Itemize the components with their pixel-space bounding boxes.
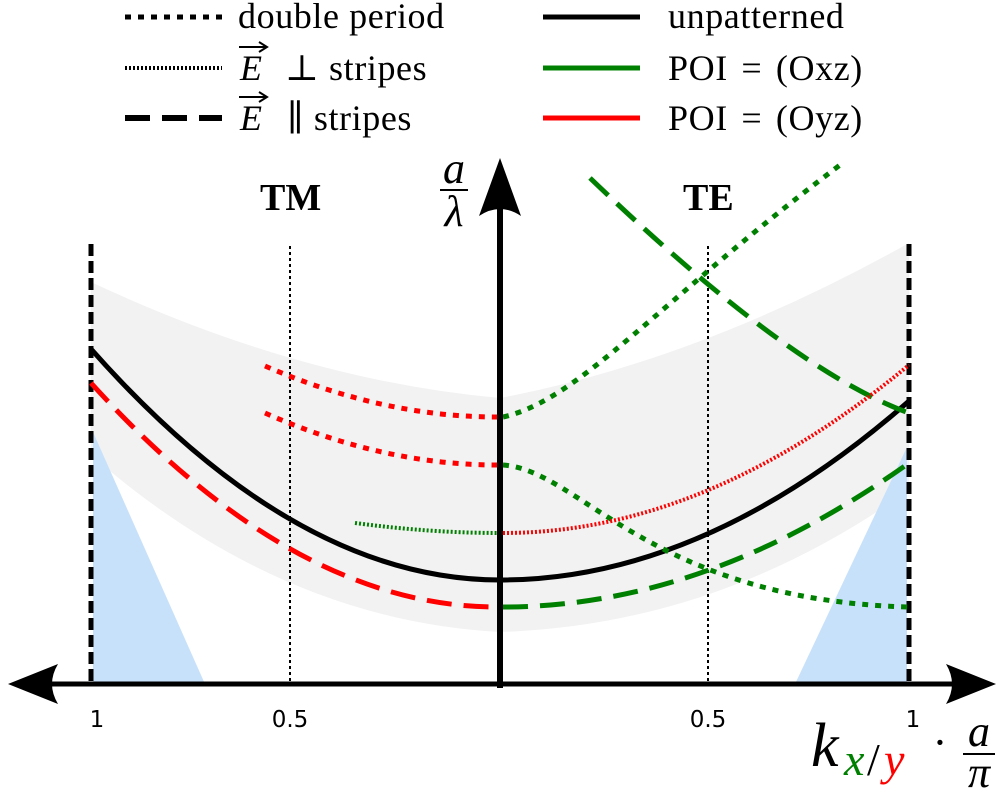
curve-e-perp-oyz — [502, 363, 911, 535]
legend-vector-e: E — [239, 98, 263, 138]
y-axis-arrowhead — [479, 158, 521, 216]
y-axis-label-denominator: λ — [442, 187, 463, 236]
legend-item-poi-oyz: POI = (Oyz) — [543, 98, 863, 138]
tick-label-right-one: 1 — [906, 707, 921, 733]
x-axis-label-subscript-x: x — [843, 734, 865, 785]
tick-label-left-one: 1 — [90, 707, 105, 733]
curve-e-parallel-oxz-lower — [502, 460, 911, 610]
legend-label-poi-oxz: POI = (Oxz) — [668, 48, 863, 88]
legend-label-unpatterned: unpatterned — [668, 0, 845, 36]
curve-e-parallel-oxz-upper — [588, 176, 910, 416]
curve-double-period-oxz-lower — [502, 462, 910, 610]
y-axis — [479, 158, 521, 688]
legend-label-poi-oyz: POI = (Oyz) — [668, 98, 863, 138]
region-label-tm: TM — [260, 177, 321, 219]
legend-item-e-perpendicular: E ⊥ stripes — [125, 41, 427, 88]
y-axis-label: a λ — [440, 144, 468, 236]
legend-item-unpatterned: unpatterned — [543, 0, 845, 36]
x-axis-label-symbol: k — [811, 712, 840, 780]
x-axis-arrowhead-right — [946, 664, 996, 704]
y-axis-label-numerator: a — [443, 144, 465, 193]
curve-double-period-oyz-upper — [264, 363, 498, 420]
x-axis-label-numerator: a — [968, 707, 990, 756]
x-axis-arrowhead-left — [8, 664, 58, 704]
legend-label-e-perpendicular: ⊥ stripes — [285, 48, 427, 88]
legend-vector-e: E — [239, 48, 263, 88]
light-cone-right — [795, 447, 907, 684]
curve-e-perp-oxz — [354, 521, 501, 535]
legend: double period E ⊥ stripes E ∥ stripes un… — [125, 0, 863, 138]
vector-arrow-icon — [239, 41, 269, 53]
region-label-te: TE — [683, 177, 734, 219]
x-axis-label-subscript-separator: / — [867, 734, 880, 785]
vector-arrow-icon — [239, 91, 269, 103]
tick-label-left-half: 0.5 — [272, 707, 309, 733]
x-axis-ticks: 1 0.5 0.5 1 — [90, 707, 921, 733]
x-axis-label-subscript-y: y — [880, 734, 905, 785]
x-axis-label: k x / y · a π — [811, 707, 995, 792]
plot: TM TE a λ 1 0.5 0.5 1 k x / y · a π — [8, 144, 996, 792]
legend-label-double-period: double period — [238, 0, 445, 36]
legend-item-e-parallel: E ∥ stripes — [125, 91, 412, 138]
x-axis-label-dot: · — [933, 718, 948, 767]
legend-item-poi-oxz: POI = (Oxz) — [543, 48, 863, 88]
legend-item-double-period: double period — [125, 0, 445, 36]
light-cone-left — [93, 432, 205, 684]
tick-label-right-half: 0.5 — [690, 707, 727, 733]
curve-double-period-oyz-lower — [263, 410, 498, 468]
curve-e-parallel-oyz — [89, 381, 498, 610]
x-axis-label-denominator: π — [968, 748, 992, 792]
legend-label-e-parallel: ∥ stripes — [287, 98, 412, 138]
